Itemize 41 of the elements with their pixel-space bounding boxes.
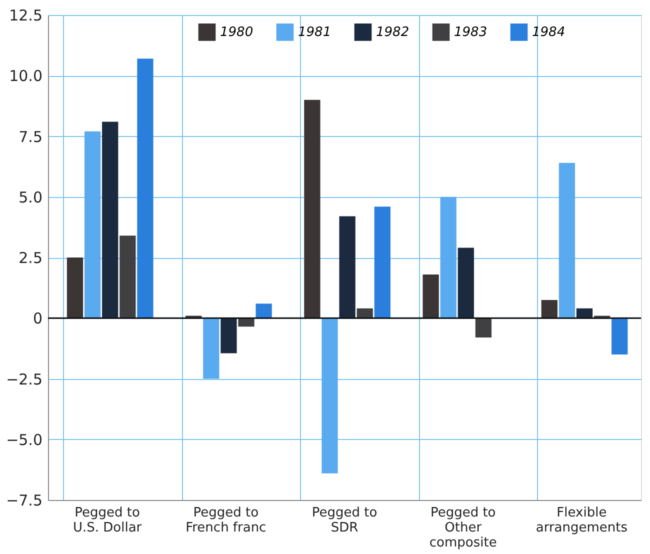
bar xyxy=(322,318,338,474)
x-tick-label: Pegged to U.S. Dollar xyxy=(72,506,142,536)
bar xyxy=(256,304,272,318)
y-tick-label: 0 xyxy=(32,310,42,328)
legend-label: 1981 xyxy=(298,25,332,40)
x-tick-label: Pegged to Other composite xyxy=(429,506,497,550)
bar xyxy=(612,318,628,354)
y-tick-label: −7.5 xyxy=(6,492,42,510)
y-tick-label: −5.0 xyxy=(6,430,42,449)
x-tick-label: Pegged to French franc xyxy=(186,506,266,536)
bar xyxy=(102,122,118,318)
y-tick-label: 12.5 xyxy=(9,6,42,24)
bar xyxy=(558,162,576,318)
bar xyxy=(220,318,237,354)
bar xyxy=(120,236,136,318)
y-tick-label: 2.5 xyxy=(18,249,42,267)
legend-label: 1983 xyxy=(454,25,488,40)
bar xyxy=(304,100,320,318)
y-tick-label: −2.5 xyxy=(6,370,42,388)
legend-label: 1982 xyxy=(376,25,410,40)
bar xyxy=(576,308,593,318)
bar xyxy=(339,216,356,318)
x-tick-label: Pegged to SDR xyxy=(312,506,378,536)
legend-label: 1984 xyxy=(532,25,566,40)
y-tick-label: 10.0 xyxy=(9,67,42,86)
bar xyxy=(422,274,439,318)
bar xyxy=(66,258,84,318)
bar xyxy=(374,206,390,318)
bar xyxy=(84,131,101,318)
x-tick-label: Flexible arrangements xyxy=(536,506,628,536)
y-tick-label: 7.5 xyxy=(18,128,42,146)
bar xyxy=(541,300,558,318)
y-tick-label: 5.0 xyxy=(18,188,42,206)
bar xyxy=(440,196,456,318)
bar xyxy=(203,318,220,379)
bar xyxy=(458,248,474,318)
bar xyxy=(238,318,254,327)
bar xyxy=(137,58,154,318)
bar xyxy=(475,318,492,338)
legend-label: 1980 xyxy=(220,25,254,40)
bar xyxy=(356,308,373,318)
